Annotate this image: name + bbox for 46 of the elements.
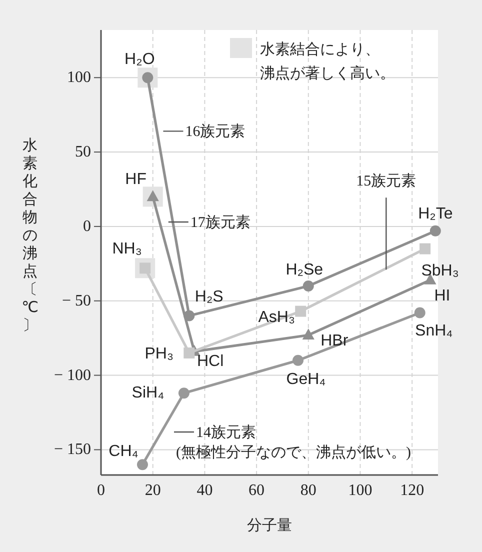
point <box>292 354 304 366</box>
point <box>302 328 314 340</box>
x-tick-label: 40 <box>196 482 213 499</box>
annotation: HI <box>434 288 450 305</box>
annotation: H₂Te <box>418 205 453 222</box>
x-tick-label: 120 <box>400 482 424 499</box>
annotation: 14族元素 (無極性分子なので、沸点が低い。) <box>176 424 411 461</box>
y-tick-label: − 100 <box>54 366 91 384</box>
x-tick-label: 0 <box>97 482 105 499</box>
x-tick-label: 60 <box>248 482 265 499</box>
y-tick-label: − 150 <box>54 441 91 458</box>
annotation: NH₃ <box>112 240 142 258</box>
legend-label: 水素結合により、沸点が著しく高い。 <box>260 41 395 82</box>
annotation: HCl <box>196 352 224 370</box>
x-tick-label: 80 <box>300 482 316 499</box>
annotation: 16族元素 <box>185 123 246 140</box>
annotation: H₂O <box>124 51 155 68</box>
annotation: H₂Se <box>286 261 324 278</box>
annotation: SnH₄ <box>415 322 453 340</box>
annotation: H₂S <box>194 288 224 306</box>
point <box>302 280 314 292</box>
point <box>178 388 190 399</box>
annotation: SiH₄ <box>132 384 164 402</box>
annotation: AsH₃ <box>258 308 295 326</box>
point <box>184 347 195 358</box>
point <box>414 307 426 318</box>
annotation: 15族元素 <box>356 172 416 190</box>
text: 水素化合物の沸点〔℃〕 <box>22 137 38 334</box>
point <box>136 459 148 470</box>
annotation: PH₃ <box>144 345 174 362</box>
annotation: HF <box>125 171 147 188</box>
annotation: 17族元素 <box>190 214 250 231</box>
y-tick-label: 50 <box>75 144 91 161</box>
point <box>420 243 431 254</box>
point <box>295 306 306 317</box>
annotation: GeH₄ <box>286 370 326 388</box>
x-tick-label: 20 <box>144 482 161 499</box>
annotation: HBr <box>320 332 349 350</box>
y-tick-label: 100 <box>67 69 91 86</box>
point <box>430 225 441 236</box>
x-tick-label: 100 <box>348 482 372 499</box>
y-tick-label: − 50 <box>62 292 91 310</box>
y-tick-label: 0 <box>83 218 91 235</box>
annotation: CH₄ <box>108 443 138 460</box>
annotation: SbH₃ <box>421 262 459 280</box>
x-axis-title: 分子量 <box>247 517 292 534</box>
